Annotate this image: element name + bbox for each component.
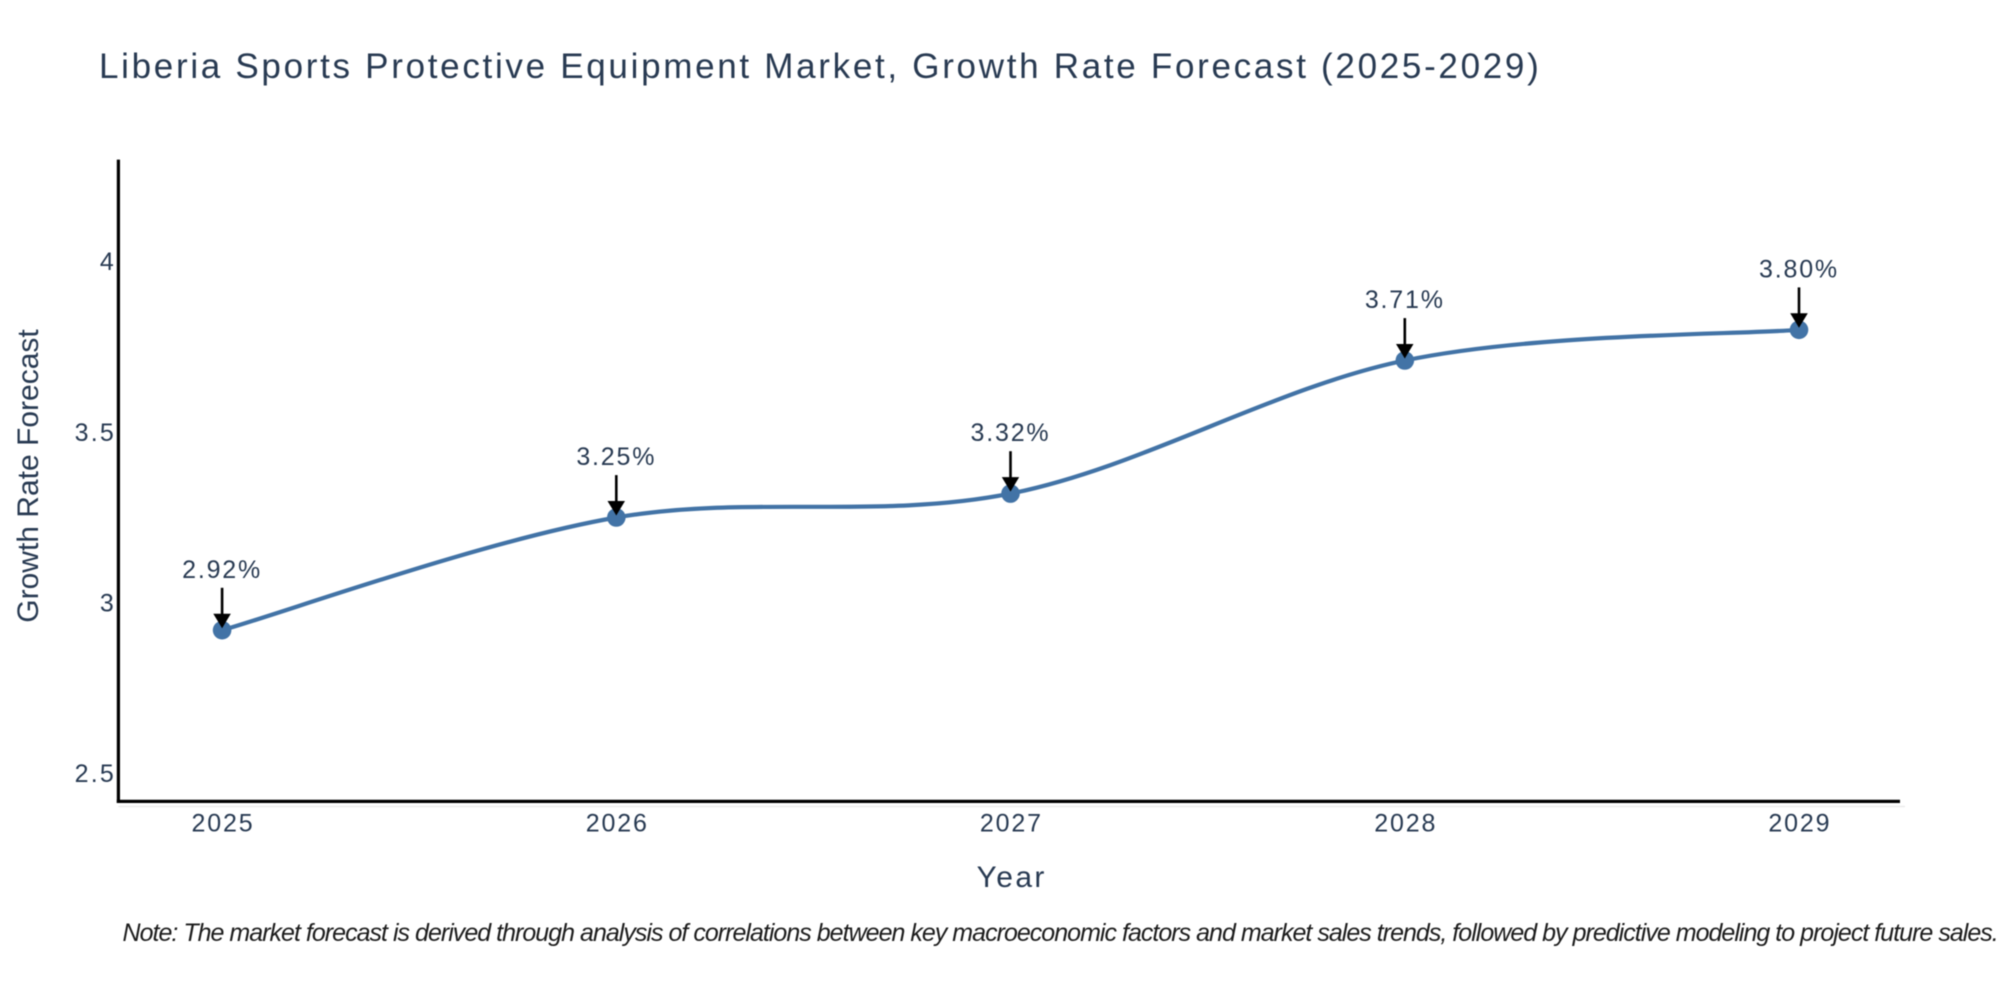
svg-text:2026: 2026 (586, 809, 649, 837)
svg-text:Year: Year (977, 861, 1047, 894)
svg-text:Growth Rate Forecast: Growth Rate Forecast (12, 329, 45, 623)
svg-text:2.92%: 2.92% (182, 556, 262, 584)
svg-text:Liberia Sports Protective Equi: Liberia Sports Protective Equipment Mark… (99, 47, 1541, 86)
svg-text:4: 4 (100, 248, 116, 276)
svg-text:3: 3 (100, 589, 116, 617)
svg-text:3.32%: 3.32% (971, 419, 1051, 447)
svg-text:2027: 2027 (980, 809, 1043, 837)
svg-text:2025: 2025 (191, 809, 254, 837)
svg-text:3.80%: 3.80% (1759, 255, 1839, 283)
svg-text:3.71%: 3.71% (1365, 286, 1445, 314)
svg-text:3.25%: 3.25% (576, 443, 656, 471)
svg-text:3.5: 3.5 (75, 419, 116, 447)
svg-text:2.5: 2.5 (75, 760, 116, 788)
svg-text:2029: 2029 (1768, 809, 1831, 837)
svg-text:2028: 2028 (1374, 809, 1437, 837)
svg-text:Note: The market forecast is d: Note: The market forecast is derived thr… (123, 919, 1998, 947)
